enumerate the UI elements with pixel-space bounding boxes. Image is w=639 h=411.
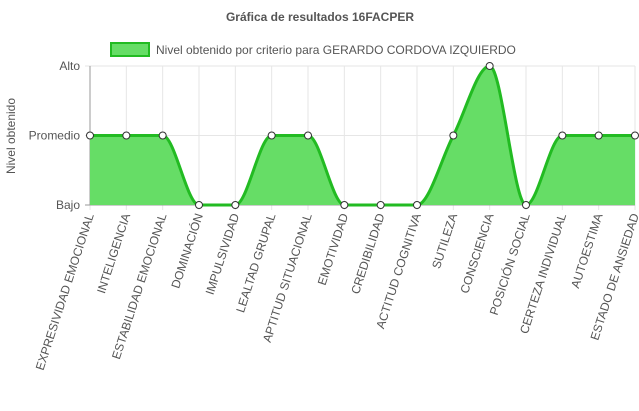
y-tick-label: Alto [59, 59, 80, 73]
data-point[interactable] [86, 131, 94, 140]
legend-swatch [110, 42, 150, 57]
y-tick-label: Promedio [29, 129, 81, 143]
data-point[interactable] [267, 131, 276, 140]
y-tick-label: Bajo [56, 198, 80, 212]
x-tick-label: EMOTIVIDAD [315, 211, 351, 287]
x-tick-label: EXPRESIVIDAD EMOCIONAL [33, 211, 97, 372]
x-tick-label: LEALTAD GRUPAL [233, 211, 278, 314]
legend-label: Nivel obtenido por criterio para GERARDO… [156, 43, 516, 57]
data-point[interactable] [449, 131, 458, 140]
x-tick-label: AUTOESTIMA [568, 212, 605, 290]
data-point[interactable] [231, 201, 240, 209]
data-point[interactable] [340, 201, 349, 209]
x-tick-label: SUTILEZA [429, 212, 460, 271]
data-point[interactable] [122, 131, 131, 140]
y-axis: Bajo Promedio Alto [29, 59, 81, 212]
chart-title: Gráfica de resultados 16FACPER [226, 10, 414, 24]
data-point[interactable] [195, 201, 203, 209]
data-point[interactable] [158, 131, 167, 140]
legend[interactable]: Nivel obtenido por criterio para GERARDO… [110, 42, 516, 57]
y-axis-title: Nivel obtenido [4, 98, 18, 174]
plot-area [86, 62, 639, 209]
data-point[interactable] [631, 131, 639, 140]
data-point[interactable] [594, 131, 603, 140]
x-tick-label: IMPULSIVIDAD [203, 211, 243, 296]
data-point[interactable] [413, 201, 421, 209]
x-tick-label: CREDIBILIDAD [348, 211, 387, 296]
x-tick-label: INTELIGENCIA [94, 212, 133, 296]
series-line [89, 64, 635, 207]
data-point[interactable] [376, 201, 385, 209]
x-tick-label: CONSCIENCIA [457, 212, 496, 296]
data-point[interactable] [304, 131, 312, 140]
x-tick-label: DOMINACIÓN [167, 211, 205, 290]
series-area [90, 66, 635, 205]
data-point[interactable] [558, 131, 567, 140]
data-point[interactable] [485, 62, 494, 70]
x-axis: EXPRESIVIDAD EMOCIONALINTELIGENCIAESTABI… [33, 211, 639, 372]
data-point[interactable] [522, 201, 530, 209]
